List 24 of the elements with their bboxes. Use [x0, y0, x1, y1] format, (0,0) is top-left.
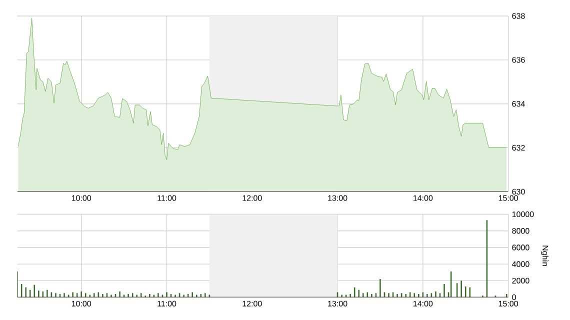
y-tick-label: 6000 — [512, 244, 530, 250]
x-tick-label: 13:00 — [328, 300, 348, 306]
y-tick-label: 2000 — [512, 278, 530, 284]
x-tick-label: 12:00 — [242, 300, 262, 306]
y-tick-label: 10000 — [512, 211, 534, 218]
x-tick-label: 14:00 — [414, 195, 433, 201]
y-tick-label: 4000 — [512, 261, 530, 267]
y-tick-label: 638 — [512, 13, 525, 19]
y-tick-label: 632 — [512, 144, 525, 151]
x-tick-label: 11:00 — [158, 300, 176, 306]
x-tick-label: 15:00 — [498, 195, 518, 201]
x-tick-label: 10:00 — [72, 300, 92, 306]
y-tick-label: 636 — [512, 57, 525, 63]
x-tick-label: 10:00 — [72, 195, 92, 201]
x-tick-label: 13:00 — [328, 195, 348, 201]
x-tick-label: 15:00 — [498, 300, 518, 306]
x-tick-label: 14:00 — [414, 300, 433, 306]
x-tick-label: 12:00 — [242, 195, 262, 201]
y-tick-label: 0 — [512, 294, 516, 300]
y-axis-title: Nghìn — [540, 246, 548, 266]
x-tick-label: 11:00 — [158, 195, 176, 201]
y-tick-label: 634 — [512, 101, 525, 107]
y-tick-label: 8000 — [512, 228, 530, 234]
y-tick-label: 630 — [512, 188, 525, 195]
